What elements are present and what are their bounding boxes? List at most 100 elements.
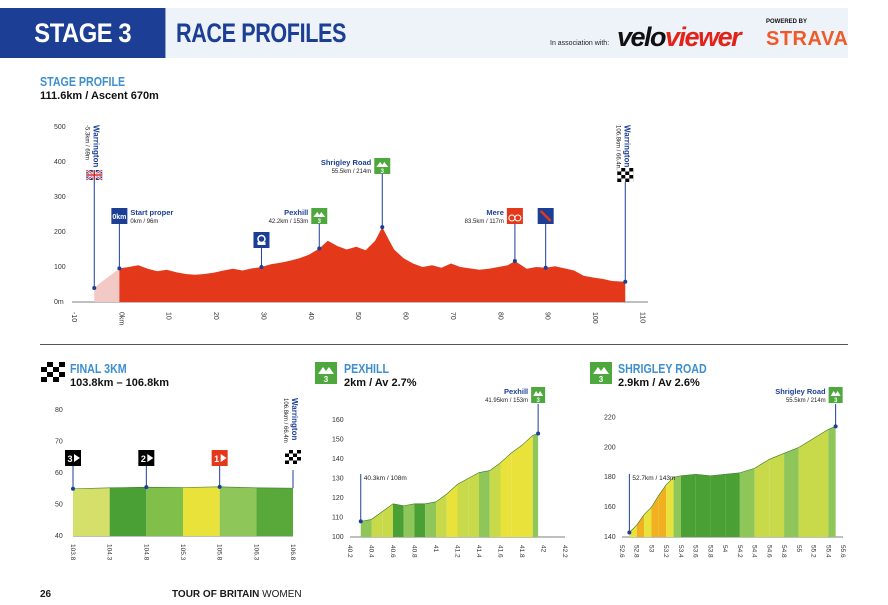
stage-xtick-label: 10 — [165, 312, 172, 320]
shrigley-road-xtick-label: 55 — [795, 545, 802, 553]
flag-check — [289, 453, 293, 457]
final-3km-xtick-label: 103.8 — [69, 544, 76, 561]
final3-marker: 3 — [65, 450, 81, 491]
shrigley-road-xtick-label: 55.6 — [839, 545, 846, 558]
stage-label: STAGE 3 — [0, 8, 166, 58]
shrigley-road-gradient-segment — [666, 477, 674, 537]
final-3km-gradient-segment — [183, 486, 220, 536]
shrigley-road-xtick-label: 55.4 — [824, 545, 831, 558]
stage-xtick-label: 0km — [117, 312, 124, 325]
stage-profile-plot: 500 400 300 200 100 0m -10 0km 10 20 30 40 50 60 70 80 9… — [54, 124, 648, 325]
final-3km-profile-line — [72, 486, 294, 490]
shrigley-road-gradient-segment — [710, 474, 726, 537]
stage-marker: 3 Pexhill 42.2km / 153m — [269, 208, 328, 251]
flag-check — [629, 178, 634, 182]
pexhill-ytick-label: 110 — [332, 514, 343, 521]
final-3km-xtick-label: 106.8 — [289, 544, 296, 561]
mountain-shape — [376, 162, 389, 167]
start-badge-icon — [111, 208, 128, 224]
flag-check — [285, 457, 289, 461]
climb-category: 3 — [381, 169, 385, 175]
pexhill-xtick-label: 41.6 — [497, 545, 504, 558]
pexhill-gradient-segment — [393, 503, 404, 537]
km-flag-bg — [65, 450, 81, 466]
shrigley-road-gradient-segment — [680, 474, 696, 537]
pexhill-gradient-segment — [489, 462, 501, 537]
pexhill-ytick-label: 150 — [332, 436, 344, 443]
stage-xtick-label: 80 — [496, 312, 503, 320]
shrigley-top-label: Shrigley Road — [775, 387, 826, 396]
km-flag-shape — [74, 454, 80, 462]
strava-logo: STRAVA — [766, 28, 849, 50]
stage-xtick-label: 60 — [402, 312, 409, 320]
flag-check — [625, 168, 630, 172]
marker-sub: 55.5km / 214m — [332, 169, 372, 175]
final-3km-gradient-segment — [256, 487, 293, 536]
shrigley-road-ytick-label: 140 — [604, 534, 616, 541]
shrigley-road-profile-line — [629, 426, 836, 533]
flag-cross-red — [86, 170, 103, 180]
km-flag-shape — [147, 454, 154, 462]
km-flag-bg — [138, 450, 155, 466]
marker-sub: 42.2km / 153m — [269, 219, 309, 225]
pexhill-ytick-label: 100 — [332, 534, 344, 541]
final-3km-gradient-segment — [219, 486, 257, 536]
final-3km-xtick-label: 105.3 — [179, 544, 186, 561]
final3-marker: 1 — [211, 450, 228, 489]
final-3km-xtick-label: 106.3 — [252, 544, 259, 561]
climb-category: 3 — [536, 398, 540, 404]
page-number: 26 — [40, 589, 52, 600]
feed-zone-icon — [253, 232, 270, 248]
shrigley-road-gradient-segment — [798, 438, 814, 537]
stage-xtick-label: 20 — [212, 312, 219, 320]
pexhill-xtick-label: 42.2 — [561, 545, 568, 558]
stage-neutral-area — [94, 268, 120, 302]
stage-xtick-label: -10 — [70, 312, 77, 322]
flag-check — [285, 450, 289, 454]
stage-ytick-label: 300 — [54, 194, 66, 201]
marker-dot — [144, 485, 149, 490]
pexhill-start-label: 40.3km / 108m — [364, 475, 407, 482]
km-flag-number: 2 — [141, 454, 146, 464]
final-3km-ytick-label: 50 — [55, 502, 63, 509]
km-marker-flag-icon: 2 — [138, 450, 155, 466]
flag-check — [621, 178, 626, 182]
marker-vertical-sub: 106.8km / 66.4m — [282, 398, 288, 443]
stage-ytick-label: 200 — [54, 229, 66, 236]
final-3km-gradient-segment — [109, 487, 147, 536]
final-3km-xtick-label: 104.8 — [142, 544, 149, 561]
shrigley-road-xtick-label: 55.2 — [810, 545, 817, 558]
marker-badge: 0km — [111, 208, 128, 224]
finish-flag-icon — [617, 168, 634, 182]
flag-check — [625, 175, 630, 179]
pexhill-gradient-segment — [532, 433, 539, 537]
marker-dot — [217, 484, 222, 489]
shrigley-road-gradient-segment — [725, 472, 740, 537]
pexhill-gradient-segment — [479, 470, 490, 537]
flag-check — [629, 171, 634, 175]
stage-ytick-label: 0m — [54, 299, 64, 306]
shrigley-road-gradient-segment — [784, 447, 799, 537]
final-3km-ytick-label: 80 — [55, 407, 63, 414]
shrigley-road-xtick-label: 52.8 — [633, 545, 640, 558]
shrigley-road-gradient-segment — [813, 429, 829, 537]
marker-dot — [259, 265, 264, 269]
final3-title: FINAL 3KM — [70, 361, 127, 376]
km-marker-flag-icon: 3 — [65, 450, 81, 466]
pexhill-xtick-label: 41.8 — [518, 545, 525, 558]
pexhill-top-dot — [536, 431, 541, 436]
stage-profile-area — [119, 227, 626, 302]
marker-badge: 3 — [311, 208, 328, 225]
flag-check — [289, 460, 293, 464]
km-flag-number: 1 — [214, 454, 219, 464]
shrigley-road-gradient-segment — [644, 507, 652, 537]
mountain-shape — [313, 212, 326, 217]
marker-vertical-label: Warrington — [91, 125, 100, 167]
stage-ytick-label: 400 — [54, 159, 66, 166]
shrigley-road-ytick-label: 160 — [604, 504, 616, 511]
km-flag-number: 3 — [67, 454, 72, 464]
stage-ytick-label: 500 — [54, 124, 66, 131]
union-jack-icon — [85, 168, 103, 182]
final-3km-ytick-label: 70 — [55, 439, 63, 446]
